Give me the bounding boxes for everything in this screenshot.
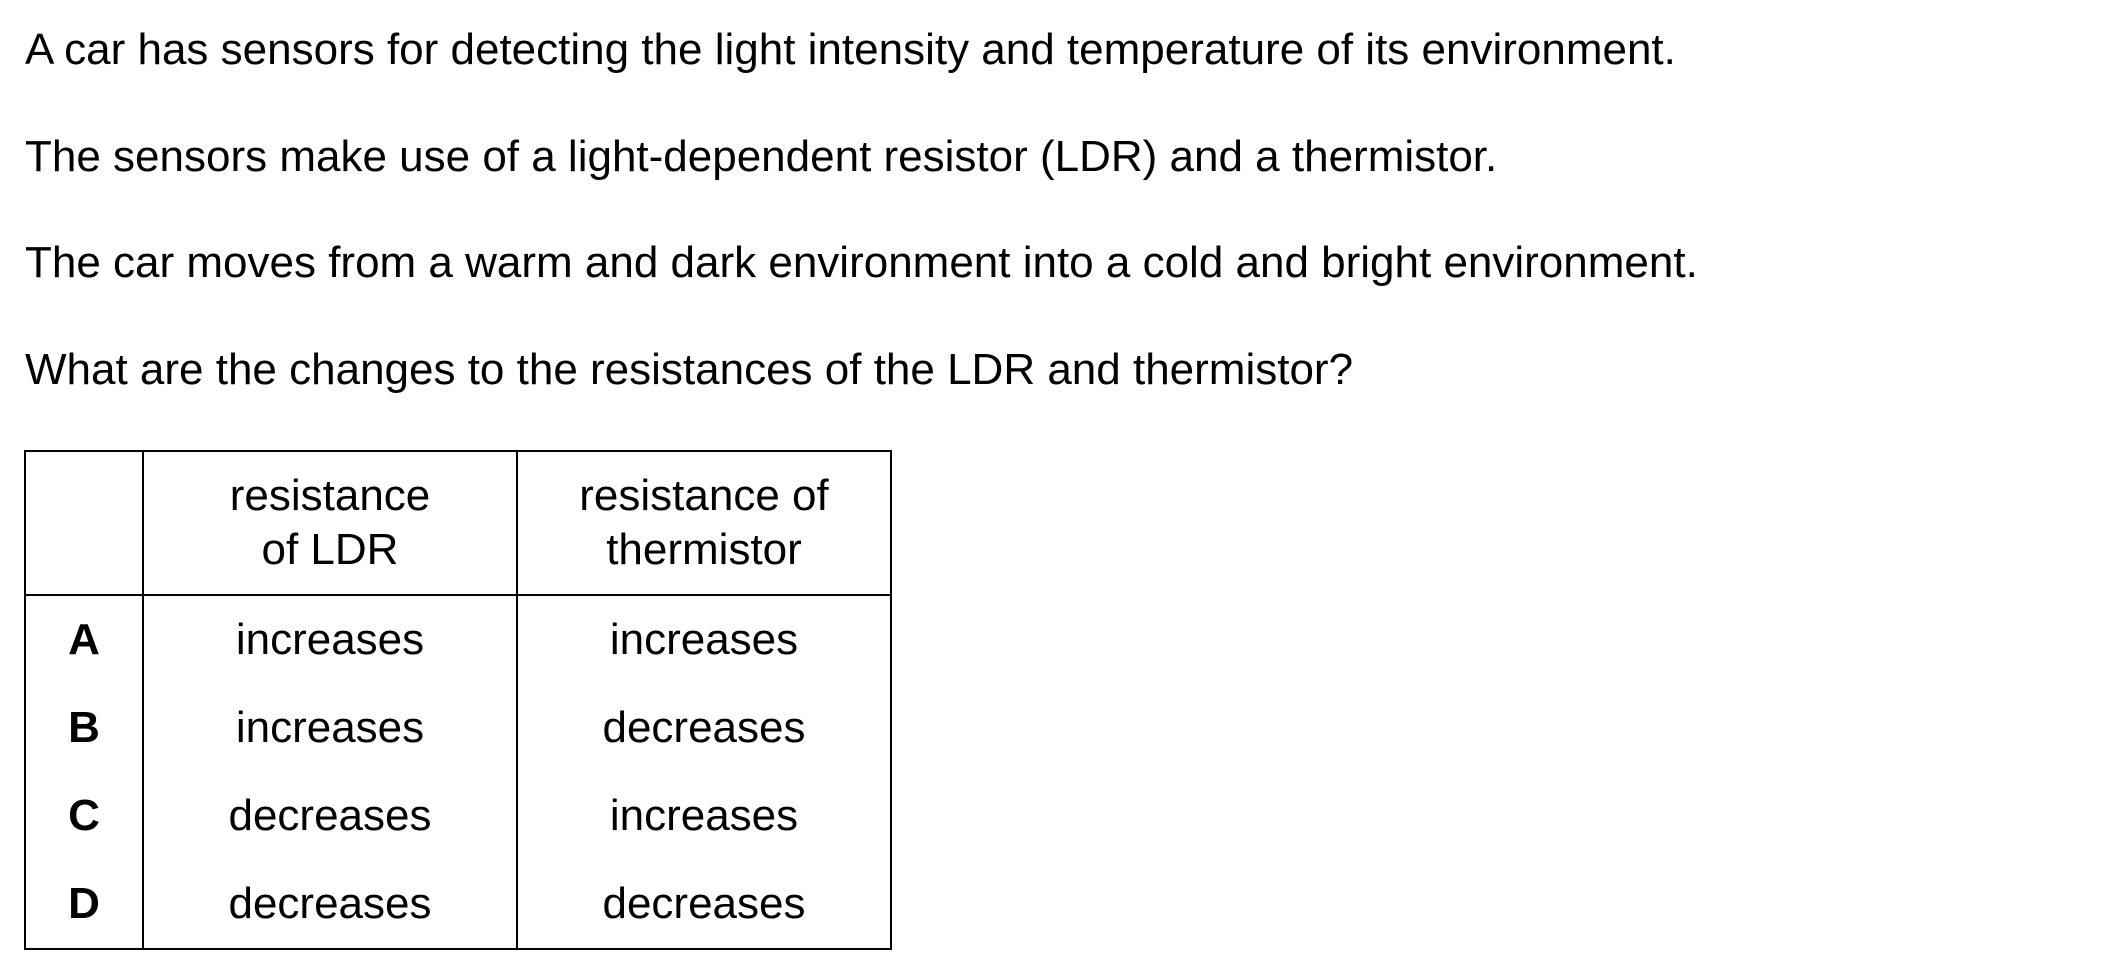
header-blank-cell (24, 450, 144, 596)
question-line-2: The sensors make use of a light-dependen… (25, 132, 1498, 181)
question-line-1: A car has sensors for detecting the ligh… (25, 25, 1676, 74)
header-ldr-line-1: resistance (229, 471, 431, 520)
option-thermistor-value: decreases (516, 684, 892, 772)
option-row-b[interactable]: B increases decreases (24, 684, 892, 772)
header-ldr-line-2: of LDR (261, 525, 399, 574)
option-row-a[interactable]: A increases increases (24, 595, 892, 684)
option-ldr-value: increases (142, 684, 518, 772)
option-thermistor-value: increases (516, 595, 892, 684)
option-ldr-value: decreases (142, 772, 518, 860)
option-letter: A (24, 595, 144, 684)
option-letter: B (24, 684, 144, 772)
header-thermistor: resistance of thermistor (516, 450, 892, 596)
option-thermistor-value: decreases (516, 860, 892, 950)
option-letter: D (24, 860, 144, 950)
option-letter: C (24, 772, 144, 860)
table-header-row: resistance of LDR resistance of thermist… (24, 450, 892, 596)
header-thermistor-line-1: resistance of (579, 471, 829, 520)
header-thermistor-line-2: thermistor (606, 525, 802, 574)
option-ldr-value: increases (142, 595, 518, 684)
option-row-d[interactable]: D decreases decreases (24, 860, 892, 950)
header-ldr: resistance of LDR (142, 450, 518, 596)
question-line-3: The car moves from a warm and dark envir… (25, 238, 1698, 287)
option-thermistor-value: increases (516, 772, 892, 860)
option-row-c[interactable]: C decreases increases (24, 772, 892, 860)
question-prompt: What are the changes to the resistances … (25, 345, 1354, 394)
answer-options-table: resistance of LDR resistance of thermist… (24, 450, 892, 950)
option-ldr-value: decreases (142, 860, 518, 950)
